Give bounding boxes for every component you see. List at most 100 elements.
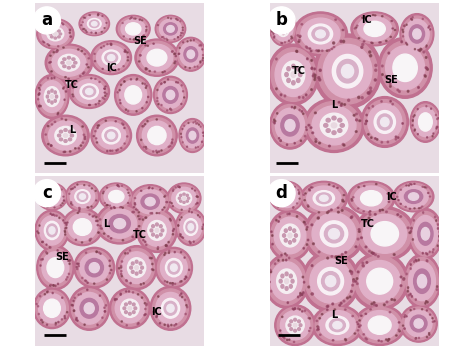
Ellipse shape	[326, 276, 336, 287]
Ellipse shape	[94, 53, 95, 54]
Ellipse shape	[39, 21, 72, 47]
Ellipse shape	[392, 103, 393, 105]
Ellipse shape	[428, 27, 429, 28]
Ellipse shape	[152, 269, 153, 270]
Ellipse shape	[159, 213, 160, 214]
Ellipse shape	[404, 25, 405, 27]
Ellipse shape	[45, 44, 92, 81]
Ellipse shape	[156, 292, 185, 324]
Ellipse shape	[145, 198, 155, 206]
Ellipse shape	[349, 296, 351, 298]
Ellipse shape	[398, 137, 399, 139]
Ellipse shape	[114, 218, 126, 229]
Ellipse shape	[185, 313, 186, 315]
Ellipse shape	[119, 207, 120, 208]
Ellipse shape	[279, 279, 282, 283]
Ellipse shape	[427, 302, 428, 303]
Ellipse shape	[134, 203, 136, 204]
Ellipse shape	[142, 107, 143, 109]
Ellipse shape	[202, 132, 203, 133]
Ellipse shape	[366, 261, 368, 263]
Ellipse shape	[172, 142, 173, 143]
Ellipse shape	[142, 219, 144, 220]
Ellipse shape	[99, 206, 140, 242]
Ellipse shape	[109, 71, 110, 72]
Ellipse shape	[155, 79, 185, 111]
Ellipse shape	[159, 322, 161, 324]
Ellipse shape	[157, 250, 190, 285]
Ellipse shape	[80, 194, 85, 199]
Ellipse shape	[366, 114, 367, 116]
Ellipse shape	[96, 221, 97, 222]
Ellipse shape	[68, 138, 72, 141]
Ellipse shape	[47, 44, 48, 45]
Ellipse shape	[162, 72, 164, 73]
Ellipse shape	[402, 36, 403, 37]
Ellipse shape	[58, 54, 80, 71]
Ellipse shape	[37, 77, 67, 116]
Ellipse shape	[185, 276, 186, 277]
Ellipse shape	[72, 65, 75, 68]
Ellipse shape	[365, 338, 366, 339]
Ellipse shape	[104, 88, 105, 89]
Ellipse shape	[337, 207, 339, 208]
Ellipse shape	[406, 316, 407, 317]
Ellipse shape	[305, 254, 356, 308]
Ellipse shape	[356, 119, 357, 120]
Ellipse shape	[139, 118, 175, 154]
Ellipse shape	[289, 213, 290, 215]
Ellipse shape	[298, 41, 300, 42]
Ellipse shape	[142, 20, 143, 21]
Ellipse shape	[157, 17, 184, 41]
Ellipse shape	[105, 305, 107, 306]
Ellipse shape	[48, 45, 50, 46]
Ellipse shape	[91, 117, 131, 154]
Ellipse shape	[397, 89, 399, 91]
Ellipse shape	[280, 140, 281, 141]
Ellipse shape	[153, 311, 154, 312]
Ellipse shape	[324, 124, 328, 127]
Ellipse shape	[55, 95, 58, 98]
Ellipse shape	[182, 42, 183, 43]
Ellipse shape	[331, 255, 333, 257]
Ellipse shape	[45, 87, 60, 106]
Ellipse shape	[411, 228, 412, 229]
Ellipse shape	[96, 142, 98, 143]
Ellipse shape	[189, 67, 190, 68]
Ellipse shape	[76, 250, 112, 285]
Ellipse shape	[273, 37, 274, 38]
Ellipse shape	[194, 190, 196, 191]
Ellipse shape	[275, 108, 305, 142]
Ellipse shape	[37, 98, 39, 100]
Ellipse shape	[280, 330, 281, 331]
Ellipse shape	[289, 274, 292, 278]
Ellipse shape	[143, 147, 145, 148]
Ellipse shape	[333, 186, 335, 187]
Ellipse shape	[426, 260, 427, 261]
Ellipse shape	[346, 297, 348, 299]
Ellipse shape	[354, 333, 356, 334]
Ellipse shape	[70, 151, 71, 152]
Ellipse shape	[370, 87, 372, 89]
Ellipse shape	[418, 134, 419, 135]
Ellipse shape	[125, 303, 128, 306]
Ellipse shape	[54, 91, 56, 94]
Ellipse shape	[68, 273, 70, 275]
Ellipse shape	[118, 186, 119, 187]
Ellipse shape	[368, 134, 369, 135]
Ellipse shape	[299, 36, 301, 37]
Ellipse shape	[340, 256, 342, 258]
Ellipse shape	[202, 54, 203, 55]
Ellipse shape	[142, 121, 172, 150]
Ellipse shape	[351, 216, 353, 217]
Ellipse shape	[311, 187, 313, 188]
Ellipse shape	[84, 138, 86, 140]
Ellipse shape	[327, 309, 328, 310]
Ellipse shape	[317, 326, 319, 327]
Ellipse shape	[422, 252, 423, 254]
Ellipse shape	[271, 213, 310, 258]
Ellipse shape	[319, 195, 328, 201]
Ellipse shape	[84, 303, 94, 314]
Ellipse shape	[405, 19, 429, 49]
Ellipse shape	[201, 141, 202, 142]
